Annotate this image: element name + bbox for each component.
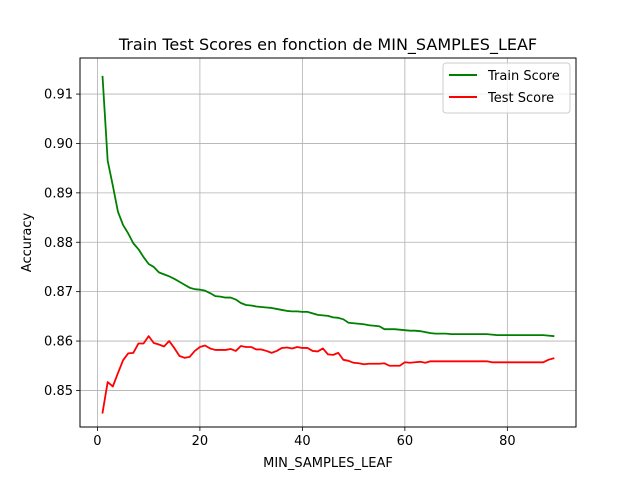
y-tick-label: 0.91	[44, 88, 73, 103]
chart-title: Train Test Scores en fonction de MIN_SAM…	[118, 35, 537, 55]
x-tick-label: 60	[397, 434, 414, 449]
y-tick-label: 0.86	[44, 335, 73, 350]
x-tick-label: 80	[499, 434, 516, 449]
series-line-test-score	[101, 335, 555, 414]
legend-label-test-score: Test Score	[487, 91, 554, 106]
x-axis-ticks: 0 20 40 60 80	[93, 427, 516, 449]
y-tick-label: 0.88	[44, 236, 73, 251]
x-tick-label: 40	[294, 434, 311, 449]
x-axis-label: MIN_SAMPLES_LEAF	[263, 456, 393, 471]
grid	[80, 58, 576, 427]
y-tick-label: 0.89	[44, 186, 73, 201]
x-tick-label: 20	[192, 434, 209, 449]
legend: Train Score Test Score	[442, 62, 571, 114]
y-tick-label: 0.90	[44, 137, 73, 152]
series-layer	[101, 75, 555, 414]
legend-label-train-score: Train Score	[487, 69, 560, 84]
y-tick-label: 0.85	[44, 384, 73, 399]
x-tick-label: 0	[93, 434, 101, 449]
y-axis-ticks: 0.85 0.86 0.87 0.88 0.89 0.90 0.91	[44, 88, 80, 399]
y-axis-label: Accuracy	[20, 213, 35, 273]
series-line-train-score	[101, 75, 555, 338]
y-tick-label: 0.87	[44, 285, 73, 300]
